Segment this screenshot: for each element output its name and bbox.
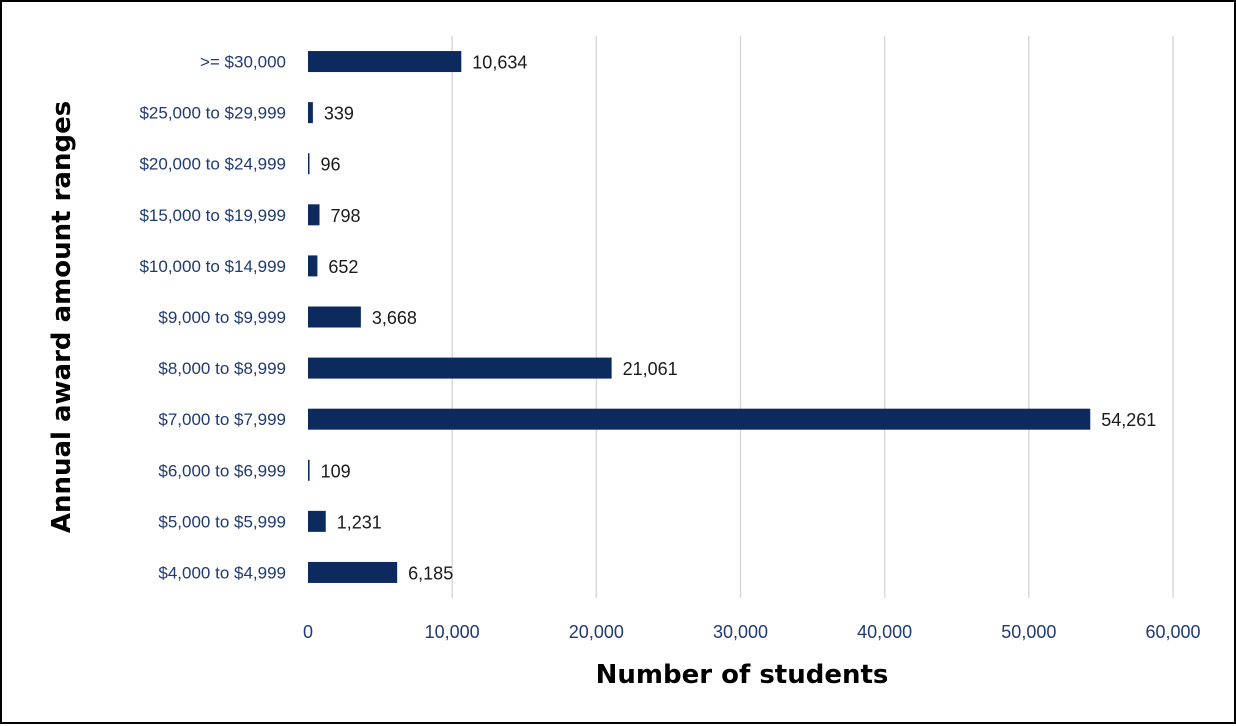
x-tick-label: 50,000	[1001, 622, 1056, 642]
category-label: $7,000 to $7,999	[158, 410, 286, 429]
data-label: 54,261	[1101, 410, 1156, 430]
bar	[308, 510, 326, 532]
x-tick-label: 30,000	[713, 622, 768, 642]
data-label: 339	[324, 104, 354, 124]
category-label: $9,000 to $9,999	[158, 308, 286, 327]
bar	[308, 459, 310, 481]
bar	[308, 561, 398, 583]
y-axis-title: Annual award amount ranges	[47, 101, 77, 533]
category-label: $8,000 to $8,999	[158, 359, 286, 378]
category-label: $10,000 to $14,999	[139, 257, 286, 276]
category-label: $4,000 to $4,999	[158, 563, 286, 582]
data-label: 21,061	[623, 359, 678, 379]
x-axis-title: Number of students	[596, 660, 889, 690]
bar	[308, 153, 310, 175]
data-label: 1,231	[337, 512, 382, 532]
data-labels: 10,634 339 96 798 652 3,668 21,061 54,261 109 1,2…	[321, 53, 1157, 584]
bar	[308, 408, 1091, 430]
x-tick-label: 40,000	[857, 622, 912, 642]
category-labels: >= $30,000 $25,000 to $29,999 $20,000 to $…	[139, 53, 286, 583]
data-label: 6,185	[408, 563, 453, 583]
bar	[308, 102, 313, 124]
bar	[308, 357, 612, 379]
x-tick-labels: 0 10,000 20,000 30,000 40,000 50,000 60,000	[303, 622, 1201, 642]
category-label: >= $30,000	[200, 53, 286, 72]
bar	[308, 306, 361, 328]
category-label: $5,000 to $5,999	[158, 512, 286, 531]
data-label: 652	[328, 257, 358, 277]
category-label: $15,000 to $19,999	[139, 206, 286, 225]
data-label: 109	[321, 461, 351, 481]
data-label: 96	[321, 155, 341, 175]
data-label: 10,634	[472, 53, 527, 73]
category-label: $6,000 to $6,999	[158, 461, 286, 480]
data-label: 3,668	[372, 308, 417, 328]
bar	[308, 51, 462, 73]
x-tick-label: 0	[303, 622, 313, 642]
x-tick-label: 20,000	[569, 622, 624, 642]
x-tick-label: 10,000	[425, 622, 480, 642]
category-label: $25,000 to $29,999	[139, 104, 286, 123]
x-tick-label: 60,000	[1145, 622, 1200, 642]
gridlines	[451, 36, 1174, 598]
bar	[308, 204, 320, 226]
bars	[308, 51, 1091, 583]
category-label: $20,000 to $24,999	[139, 155, 286, 174]
bar	[308, 255, 318, 277]
data-label: 798	[331, 206, 361, 226]
